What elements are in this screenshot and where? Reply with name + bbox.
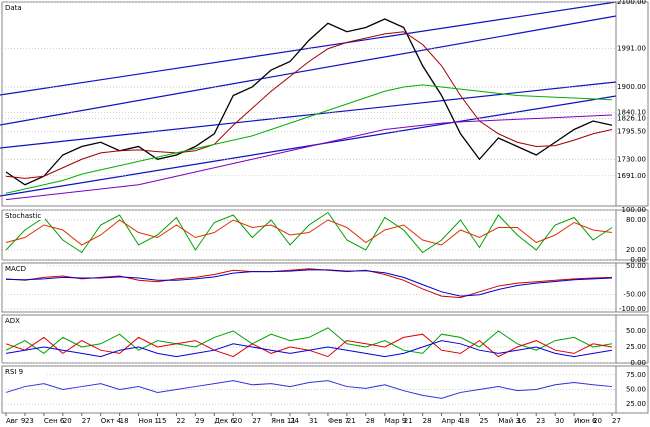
x-tick-label: 27 xyxy=(612,417,621,425)
x-tick-label: 29 xyxy=(195,417,204,425)
panel-title: MACD xyxy=(5,265,26,273)
y-tick-label: 20.00 xyxy=(626,246,646,254)
panel-title: Data xyxy=(5,4,22,12)
series-line xyxy=(5,18,613,186)
x-tick-label: 23 xyxy=(536,417,545,425)
x-tick-label: 30 xyxy=(555,417,564,425)
y-tick-label: 0.00 xyxy=(630,256,646,264)
y-tick-label: 50.00 xyxy=(626,386,646,394)
x-tick-label: 22 xyxy=(176,417,185,425)
x-tick-label: Дек 6 xyxy=(214,417,235,425)
series-line xyxy=(5,327,613,355)
panel-title-bg xyxy=(3,211,45,220)
y-tick-label: 80.00 xyxy=(626,216,646,224)
y-tick-label: 1691.00 xyxy=(617,172,646,180)
y-tick-label: -50.00 xyxy=(623,291,646,299)
channel-line xyxy=(0,15,617,126)
trend-channel xyxy=(0,1,617,197)
x-tick-label: Сен 6 xyxy=(44,417,65,425)
y-tick-label: 1826.10 xyxy=(617,114,646,122)
series-line xyxy=(5,84,613,194)
y-tick-label: 0.00 xyxy=(630,359,646,367)
x-tick-label: 24 xyxy=(290,417,299,425)
series-line xyxy=(5,268,613,299)
x-tick-label: Авг 9 xyxy=(6,417,25,425)
x-tick-label: 18 xyxy=(120,417,129,425)
series-line xyxy=(5,340,613,358)
x-tick-label: 20 xyxy=(233,417,242,425)
y-tick-label: 50.00 xyxy=(626,262,646,270)
x-tick-label: 31 xyxy=(309,417,318,425)
series-line xyxy=(5,31,613,179)
y-tick-label: -100.00 xyxy=(619,305,646,313)
x-tick-label: 27 xyxy=(252,417,261,425)
series-line xyxy=(5,211,613,254)
y-tick-label: 2100.00 xyxy=(617,0,646,6)
y-tick-label: 1840.10 xyxy=(617,108,646,116)
panel-title: ADX xyxy=(5,317,20,325)
panel-title-bg xyxy=(3,3,45,12)
x-tick-label: 28 xyxy=(423,417,432,425)
panel-frame xyxy=(1,314,649,364)
x-tick-label: 16 xyxy=(517,417,526,425)
x-tick-label: Апр 4 xyxy=(442,417,463,425)
panel-frame xyxy=(1,209,649,261)
x-tick-label: Июн 6 xyxy=(574,417,597,425)
x-tick-label: Фев 7 xyxy=(328,417,349,425)
channel-line xyxy=(0,95,617,197)
series-line xyxy=(5,380,613,399)
panel-frame xyxy=(1,1,649,207)
panel-title: Stochastic xyxy=(5,212,41,220)
x-tick-label: 25 xyxy=(479,417,488,425)
channel-line xyxy=(0,81,617,149)
x-tick-label: 18 xyxy=(461,417,470,425)
series-line xyxy=(5,219,613,246)
y-tick-label: 25.00 xyxy=(626,400,646,408)
y-tick-label: 100.00 xyxy=(622,206,647,214)
panel-frame xyxy=(1,262,649,313)
panel-title: RSI 9 xyxy=(5,368,23,376)
x-tick-label: 28 xyxy=(366,417,375,425)
panel-title-bg xyxy=(3,316,45,325)
x-tick-label: 21 xyxy=(404,417,413,425)
y-tick-label: 25.00 xyxy=(626,343,646,351)
y-tick-label: 50.00 xyxy=(626,327,646,335)
y-tick-label: 1991.00 xyxy=(617,44,646,52)
x-tick-label: 20 xyxy=(593,417,602,425)
series-line xyxy=(5,114,613,201)
panel-title-bg xyxy=(3,264,45,273)
y-tick-label: 1795.50 xyxy=(617,127,646,135)
x-tick-label: Май 3 xyxy=(498,417,520,425)
x-tick-label: 23 xyxy=(25,417,34,425)
panel-title-bg xyxy=(3,367,45,376)
y-tick-label: 1730.00 xyxy=(617,155,646,163)
x-tick-label: 20 xyxy=(63,417,72,425)
y-tick-label: 75.00 xyxy=(626,371,646,379)
x-tick-label: 21 xyxy=(347,417,356,425)
x-tick-label: Окт 4 xyxy=(101,417,122,425)
x-tick-label: Ноя 1 xyxy=(139,417,159,425)
x-tick-label: Мар 9 xyxy=(385,417,406,425)
series-line xyxy=(5,269,613,297)
y-tick-label: 1900.00 xyxy=(617,83,646,91)
x-tick-label: Янв 11 xyxy=(271,417,296,425)
x-tick-label: 27 xyxy=(82,417,91,425)
x-tick-label: 15 xyxy=(158,417,167,425)
